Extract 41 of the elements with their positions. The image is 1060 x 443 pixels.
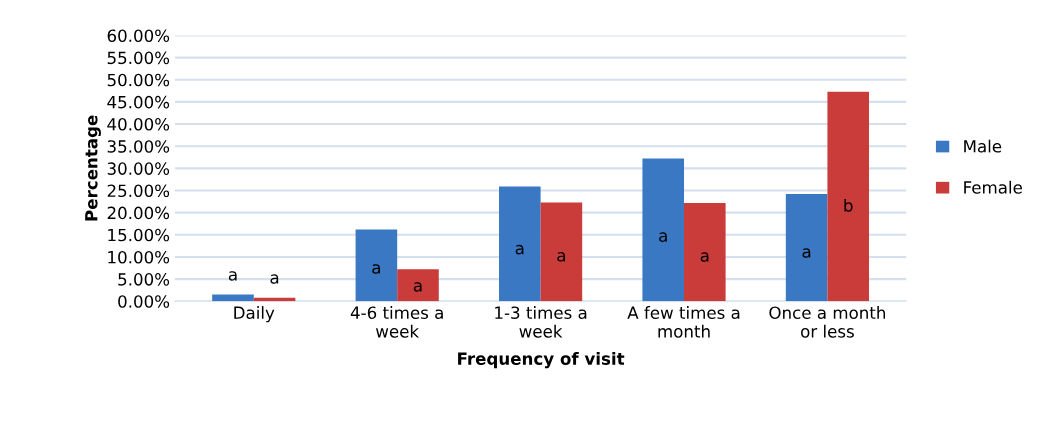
y-tick-label: 55.00%: [107, 51, 170, 65]
y-tick-label: 0.00%: [118, 295, 170, 308]
y-tick-label: 45.00%: [107, 95, 170, 109]
bar: [642, 158, 685, 302]
data-label: a: [228, 271, 237, 281]
y-tick-label: 40.00%: [107, 118, 170, 131]
y-tick-label: 20.00%: [107, 206, 170, 220]
x-tick-label: 4-6 times a week: [350, 306, 443, 338]
y-axis-title: Percentage: [85, 115, 101, 221]
y-tick-label: 10.00%: [108, 250, 170, 264]
data-label: a: [557, 252, 565, 262]
data-label: b: [844, 198, 853, 212]
bar: [827, 91, 870, 302]
y-tick-label: 35.00%: [107, 140, 170, 153]
x-tick-label: Daily: [234, 306, 275, 323]
y-tick-label: 25.00%: [107, 184, 170, 198]
legend-label: Female: [964, 180, 1022, 194]
y-tick-label: 30.00%: [107, 162, 170, 175]
data-label: a: [700, 252, 709, 262]
bar: [212, 294, 254, 302]
bar: [397, 269, 439, 302]
x-tick-label: Once a month or less: [769, 306, 886, 338]
bar: [499, 186, 541, 302]
data-label: a: [270, 274, 279, 284]
y-tick-label: 15.00%: [108, 228, 170, 242]
y-tick-label: 5.00%: [118, 273, 170, 286]
data-label: a: [659, 232, 667, 242]
data-label: a: [413, 282, 422, 292]
x-tick-label: A few times a month: [627, 306, 740, 338]
data-label: a: [515, 244, 524, 255]
bar: [355, 229, 398, 302]
bar: [684, 202, 726, 302]
legend-label: Male: [964, 139, 1002, 153]
data-label: a: [372, 264, 380, 274]
bar: [785, 194, 828, 302]
data-label: a: [802, 248, 811, 258]
bar: [540, 202, 583, 302]
x-tick-label: 1-3 times a week: [495, 306, 587, 338]
x-axis-title: Frequency of visit: [458, 352, 625, 369]
y-tick-label: 50.00%: [107, 73, 170, 87]
y-tick-label: 60.00%: [107, 29, 170, 43]
